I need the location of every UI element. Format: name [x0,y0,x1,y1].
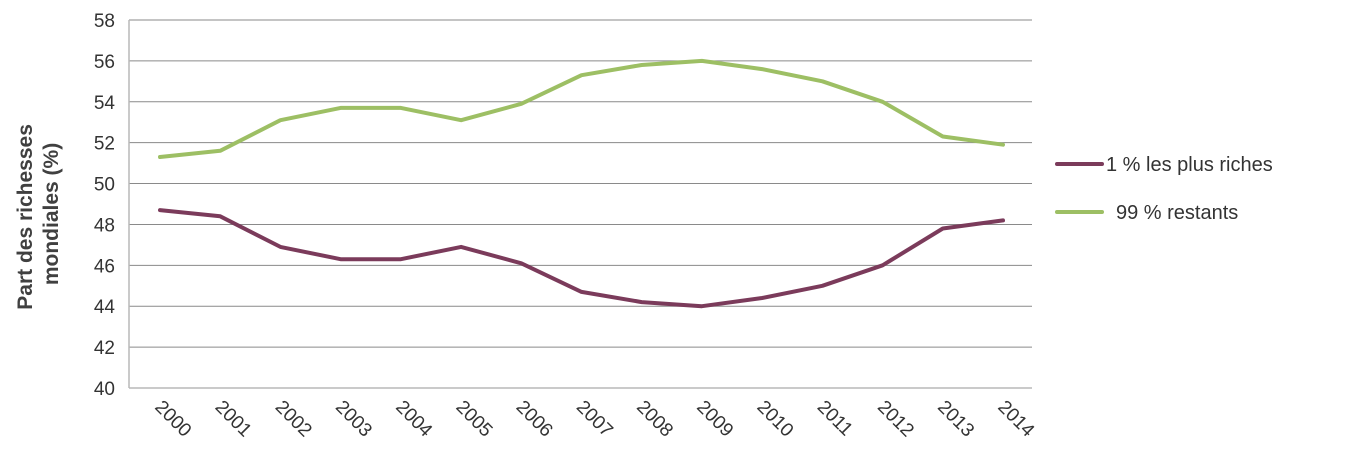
y-tick-label: 50 [94,175,115,196]
legend-label-rest-99: 99 % restants [1116,202,1238,224]
series-lines [158,58,1005,309]
y-axis-label-line-2: mondiales (%) [40,143,63,285]
y-tick-label: 40 [94,379,115,400]
y-tick-labels: 40 42 44 46 48 50 52 54 56 58 [94,11,116,400]
x-tick-labels: 2000 2001 2002 2003 2004 2005 2006 2007 2008 2009… [150,397,1038,442]
y-tick-label: 44 [94,297,116,318]
x-tick-label: 2005 [452,397,497,442]
x-tick-label: 2004 [391,397,436,442]
grid-lines [129,19,1032,348]
x-tick-label: 2007 [572,397,617,442]
y-axis-label: Part des richesses mondiales (%) [14,118,63,309]
legend-label-top-1: 1 % les plus riches [1106,154,1273,176]
y-tick-label: 42 [94,338,115,359]
series-line-rest-99 [158,58,1005,159]
axes [128,20,1032,389]
x-tick-label: 2006 [512,397,557,442]
y-tick-label: 46 [94,256,115,277]
x-tick-label: 2000 [150,397,195,442]
legend-item-rest-99: 99 % restants [1055,202,1238,224]
legend-item-top-1: 1 % les plus riches [1055,154,1273,176]
x-tick-label: 2001 [211,397,256,442]
y-tick-label: 52 [94,134,115,155]
legend: 1 % les plus riches 99 % restants [1055,154,1273,224]
x-tick-label: 2009 [692,397,737,442]
y-tick-label: 48 [94,215,115,236]
x-tick-label: 2013 [933,397,978,442]
y-tick-label: 54 [94,93,116,114]
y-tick-label: 58 [94,11,115,32]
y-axis-label-line-1: Part des richesses [14,124,37,310]
x-tick-label: 2014 [993,397,1038,442]
x-tick-label: 2010 [753,397,798,442]
x-tick-label: 2002 [271,397,316,442]
x-tick-label: 2011 [813,397,857,441]
series-line-top-1 [158,208,1005,309]
x-tick-label: 2003 [331,397,376,442]
y-tick-label: 56 [94,52,115,73]
x-tick-label: 2012 [873,397,918,442]
x-tick-label: 2008 [632,397,677,442]
